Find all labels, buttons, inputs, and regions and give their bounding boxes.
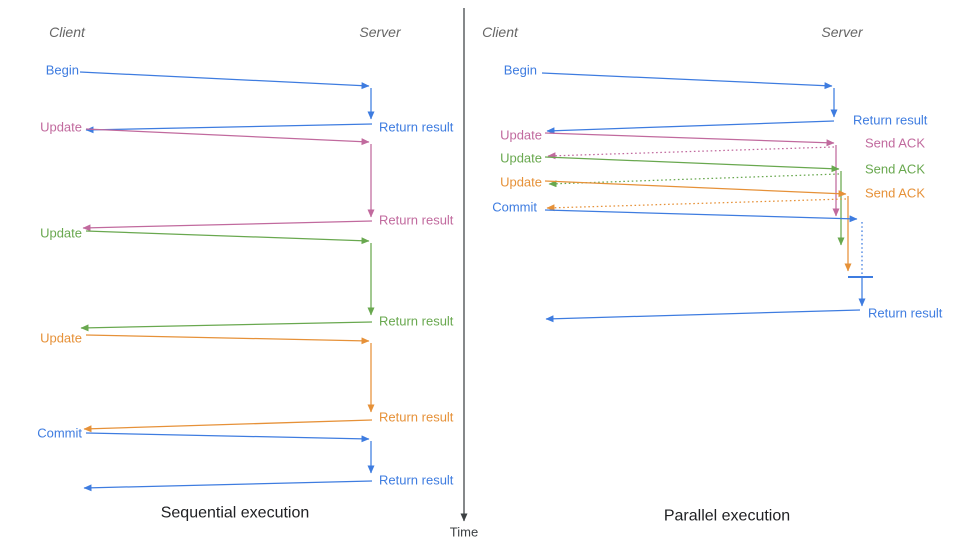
seq-update3-return: [83, 419, 373, 433]
labels-layer: Client Server Begin Return result Update Retu…: [37, 24, 943, 540]
par-server-header: Server: [821, 24, 864, 40]
seq-update3-request: [85, 334, 370, 345]
seq-begin-return: [85, 123, 373, 134]
seq-update3-label: Update: [40, 331, 82, 346]
seq-commit-label: Commit: [37, 426, 82, 441]
par-commit-request: [544, 209, 858, 223]
par-update1-label: Update: [500, 128, 542, 143]
seq-update2-return: [80, 321, 373, 332]
par-caption: Parallel execution: [664, 508, 790, 525]
par-update1-ack: [547, 146, 835, 160]
par-update3-ack-label: Send ACK: [865, 186, 925, 201]
par-update2-label: Update: [500, 151, 542, 166]
seq-update1-return: [82, 220, 373, 232]
par-update3-request: [544, 180, 847, 198]
par-client-header: Client: [482, 24, 519, 40]
seq-update1-result-label: Return result: [379, 213, 454, 228]
par-commit-label: Commit: [492, 200, 537, 215]
seq-server-header: Server: [359, 24, 402, 40]
seq-caption: Sequential execution: [161, 505, 310, 522]
seq-update3-result-label: Return result: [379, 410, 454, 425]
par-begin-request: [541, 72, 833, 90]
par-update2-ack-label: Send ACK: [865, 162, 925, 177]
seq-begin-label: Begin: [46, 63, 79, 78]
seq-commit-request: [85, 432, 370, 443]
seq-begin-request: [79, 71, 370, 90]
par-begin-label: Begin: [504, 63, 537, 78]
message-lines-layer: [79, 8, 873, 522]
par-commit-result-label: Return result: [868, 306, 943, 321]
par-commit-return: [545, 309, 861, 323]
time-label: Time: [450, 525, 478, 540]
seq-client-header: Client: [49, 24, 86, 40]
par-update3-ack: [546, 198, 847, 212]
seq-commit-return: [83, 480, 373, 492]
seq-update1-request: [85, 128, 370, 146]
par-begin-result-label: Return result: [853, 113, 928, 128]
par-update1-request: [544, 132, 835, 147]
seq-update2-result-label: Return result: [379, 314, 454, 329]
par-update2-request: [544, 156, 840, 173]
seq-begin-result-label: Return result: [379, 120, 454, 135]
par-update1-ack-label: Send ACK: [865, 136, 925, 151]
par-update3-label: Update: [500, 175, 542, 190]
seq-update2-label: Update: [40, 226, 82, 241]
seq-update2-request: [85, 230, 370, 245]
seq-commit-result-label: Return result: [379, 473, 454, 488]
par-begin-return: [546, 120, 835, 135]
seq-update1-label: Update: [40, 120, 82, 135]
